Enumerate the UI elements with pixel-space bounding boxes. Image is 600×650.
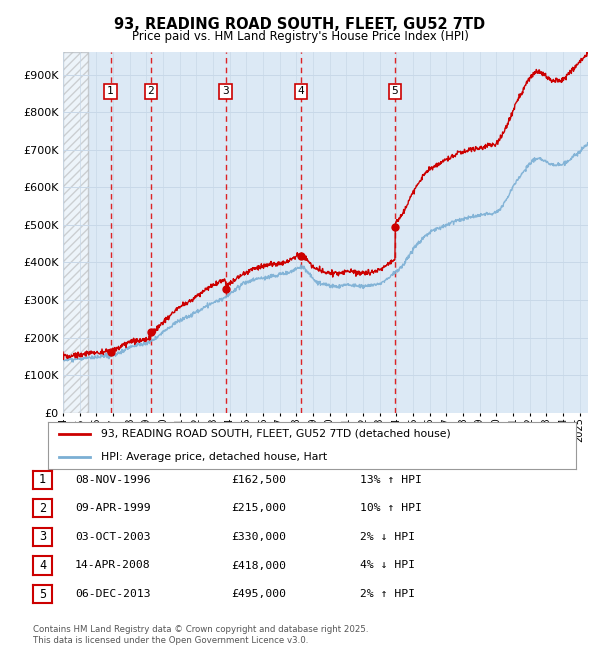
Text: 2% ↓ HPI: 2% ↓ HPI [360,532,415,542]
Text: £495,000: £495,000 [231,589,286,599]
Text: 14-APR-2008: 14-APR-2008 [75,560,151,571]
Text: £215,000: £215,000 [231,503,286,514]
Text: 03-OCT-2003: 03-OCT-2003 [75,532,151,542]
Text: Contains HM Land Registry data © Crown copyright and database right 2025.
This d: Contains HM Land Registry data © Crown c… [33,625,368,645]
Text: 93, READING ROAD SOUTH, FLEET, GU52 7TD: 93, READING ROAD SOUTH, FLEET, GU52 7TD [115,17,485,32]
Text: 3: 3 [39,530,46,543]
Text: £162,500: £162,500 [231,474,286,485]
Text: 1: 1 [39,473,46,486]
Text: 09-APR-1999: 09-APR-1999 [75,503,151,514]
Text: 93, READING ROAD SOUTH, FLEET, GU52 7TD (detached house): 93, READING ROAD SOUTH, FLEET, GU52 7TD … [101,429,451,439]
Text: HPI: Average price, detached house, Hart: HPI: Average price, detached house, Hart [101,452,327,462]
Text: 2% ↑ HPI: 2% ↑ HPI [360,589,415,599]
Text: 1: 1 [107,86,114,96]
Text: 08-NOV-1996: 08-NOV-1996 [75,474,151,485]
Text: 13% ↑ HPI: 13% ↑ HPI [360,474,422,485]
Text: £330,000: £330,000 [231,532,286,542]
Bar [63,52,88,413]
Text: 10% ↑ HPI: 10% ↑ HPI [360,503,422,514]
Text: 2: 2 [148,86,154,96]
Text: 4% ↓ HPI: 4% ↓ HPI [360,560,415,571]
Text: Price paid vs. HM Land Registry's House Price Index (HPI): Price paid vs. HM Land Registry's House … [131,30,469,43]
Text: 5: 5 [39,588,46,601]
Text: 5: 5 [392,86,398,96]
Text: 3: 3 [222,86,229,96]
Text: £418,000: £418,000 [231,560,286,571]
Text: 4: 4 [39,559,46,572]
Text: 06-DEC-2013: 06-DEC-2013 [75,589,151,599]
Text: 4: 4 [298,86,304,96]
Text: 2: 2 [39,502,46,515]
